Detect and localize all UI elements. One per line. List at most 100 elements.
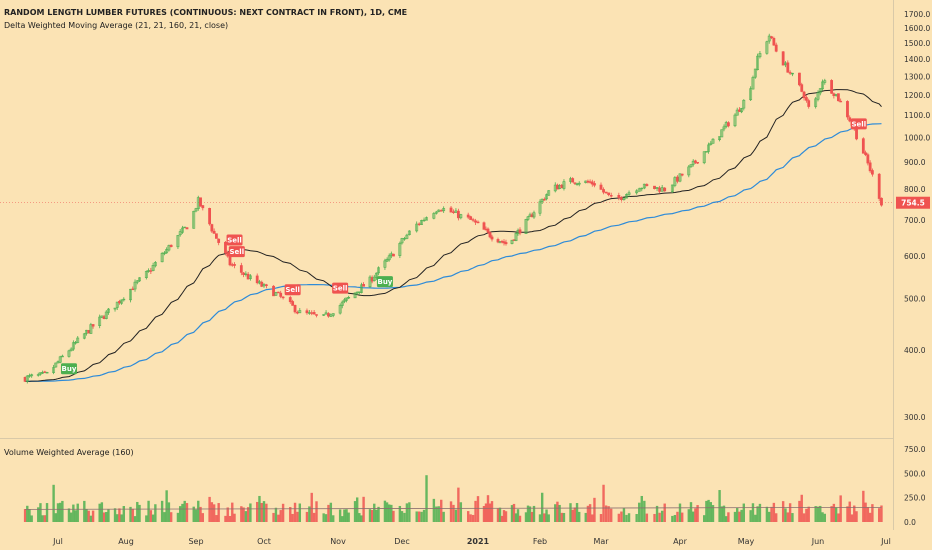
candle — [41, 370, 45, 375]
candle — [208, 207, 212, 226]
volume-bar — [504, 511, 508, 522]
candle — [718, 136, 722, 142]
volume-bar — [256, 501, 259, 522]
volume-bar — [91, 510, 95, 522]
candle-body — [642, 183, 646, 189]
volume-bar — [417, 511, 421, 522]
volume-bar — [569, 503, 572, 522]
candle-body — [832, 93, 836, 97]
volume-bar — [425, 475, 428, 522]
volume-axis: 750.0 500.0 250.0 0.0 — [904, 445, 926, 527]
volume-bar — [199, 506, 202, 522]
candle — [54, 362, 58, 368]
candle-body — [165, 249, 169, 254]
volume-bar — [452, 504, 455, 522]
candle-body — [880, 197, 883, 206]
candle-body — [23, 377, 27, 382]
volume-bar — [454, 509, 458, 522]
volume-bar — [341, 516, 344, 522]
volume-bar — [105, 512, 108, 522]
candle — [861, 137, 865, 154]
candle-body — [385, 259, 389, 262]
volume-bar — [591, 514, 594, 522]
volume-bar — [28, 509, 31, 522]
candle — [69, 347, 73, 352]
candle-body — [439, 210, 443, 212]
candle — [678, 173, 682, 183]
price-axis-tick: 1400.0 — [904, 55, 930, 64]
candle-body — [25, 375, 29, 382]
volume-bar — [262, 501, 266, 522]
candle — [540, 198, 544, 204]
candle-body — [617, 195, 621, 198]
candle-body — [586, 180, 590, 183]
volume-bar — [562, 512, 566, 522]
candle — [87, 329, 91, 334]
candle — [281, 296, 285, 300]
candle-body — [115, 301, 119, 308]
candle — [178, 229, 182, 237]
candle — [588, 179, 592, 184]
volume-bar — [676, 511, 679, 522]
candle-body — [449, 207, 453, 213]
candle-body — [160, 253, 164, 263]
candle — [758, 50, 762, 59]
volume-bar — [878, 508, 881, 522]
volume-bar — [466, 511, 470, 522]
candle-body — [151, 265, 155, 271]
candle — [846, 100, 849, 120]
candle-body — [767, 35, 771, 42]
volume-bar — [291, 513, 294, 522]
volume-bar — [120, 514, 123, 522]
candle-body — [488, 232, 492, 238]
candle — [196, 195, 200, 211]
candle — [818, 88, 822, 96]
volume-average-line — [25, 506, 882, 510]
candle-body — [740, 107, 744, 113]
volume-bar — [370, 510, 374, 522]
candle-body — [496, 239, 500, 243]
candle — [593, 180, 596, 188]
volume-bar — [457, 487, 460, 522]
candle-body — [368, 276, 372, 288]
candle-body — [129, 288, 132, 301]
candle-body — [133, 281, 137, 290]
signal-box — [228, 246, 245, 258]
volume-axis-tick: 750.0 — [904, 445, 926, 454]
candle — [91, 324, 95, 329]
candle-body — [167, 245, 171, 251]
candle — [58, 355, 62, 364]
candle-body — [176, 235, 180, 248]
signal-label: Sell — [852, 120, 867, 128]
candle-body — [144, 271, 148, 279]
candle — [673, 176, 677, 188]
sell-signal: Sell — [228, 246, 245, 258]
volume-bar — [449, 501, 453, 522]
candle — [471, 217, 475, 223]
candle-body — [120, 299, 124, 304]
candle — [711, 138, 715, 144]
candle-body — [742, 99, 746, 109]
volume-bar — [482, 506, 486, 522]
volume-bar — [129, 506, 132, 522]
candle-body — [678, 173, 682, 182]
volume-bar — [798, 500, 801, 522]
candle — [183, 226, 187, 229]
candle — [456, 208, 460, 221]
volume-bar — [154, 504, 157, 522]
candle-body — [279, 292, 283, 297]
volume-bar — [362, 496, 365, 522]
volume-bar — [781, 501, 785, 522]
volume-bar — [599, 514, 603, 522]
candle-body — [192, 210, 196, 229]
signal-box — [226, 234, 243, 246]
candle-body — [627, 192, 631, 195]
candle-body — [274, 292, 278, 296]
candle — [864, 150, 868, 157]
candle — [482, 221, 486, 230]
candle — [770, 35, 773, 40]
volume-bar — [839, 495, 842, 522]
candle-body — [331, 313, 335, 316]
